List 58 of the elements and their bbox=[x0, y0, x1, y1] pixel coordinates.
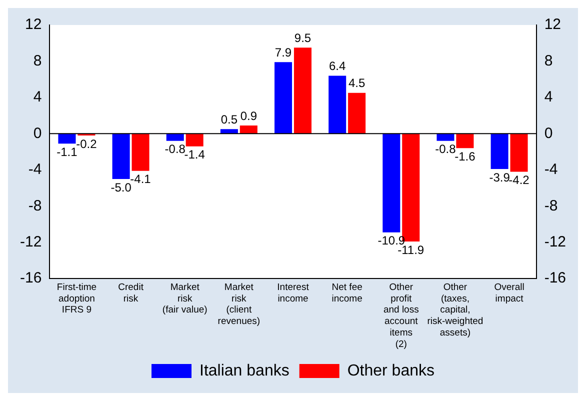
y-tick-label: -16 bbox=[20, 270, 42, 287]
data-label: -0.8 bbox=[435, 142, 456, 156]
bar bbox=[382, 134, 400, 232]
y-tick-label: 8 bbox=[33, 52, 42, 70]
bar bbox=[274, 62, 292, 134]
data-label: -0.2 bbox=[76, 136, 98, 151]
data-label: 4.5 bbox=[348, 76, 366, 90]
bar bbox=[132, 134, 150, 171]
x-tick-label: Interest income bbox=[277, 282, 310, 304]
x-tick-label: Market risk (client revenues) bbox=[218, 282, 260, 328]
y-tick-label: 4 bbox=[33, 88, 42, 106]
bar bbox=[58, 134, 76, 144]
y-tick-label: -8 bbox=[28, 197, 42, 214]
y-tick-label: -12 bbox=[20, 234, 42, 251]
bar bbox=[240, 126, 258, 134]
x-tick-label: Market risk (fair value) bbox=[162, 282, 208, 316]
bar bbox=[348, 92, 366, 134]
data-label: 7.9 bbox=[274, 45, 292, 60]
y2-tick-label: 0 bbox=[544, 124, 553, 142]
data-label: -0.8 bbox=[164, 142, 186, 156]
x-tick-label: Net fee income bbox=[332, 282, 362, 304]
bar bbox=[456, 134, 474, 148]
data-label: -4.2 bbox=[508, 173, 530, 188]
x-tick-label: Credit risk bbox=[118, 282, 144, 304]
data-label: -4.1 bbox=[130, 172, 152, 186]
legend-label: Other banks bbox=[347, 362, 434, 380]
x-tick-label: Overall impact bbox=[494, 282, 524, 304]
data-label: -1.4 bbox=[184, 148, 206, 162]
y2-tick-label: 8 bbox=[544, 52, 553, 70]
data-label: 6.4 bbox=[328, 59, 346, 74]
legend-label: Italian banks bbox=[200, 362, 290, 380]
data-label: 0.5 bbox=[220, 112, 238, 126]
y2-tick-label: -4 bbox=[544, 161, 558, 178]
y2-tick-label: 4 bbox=[544, 88, 553, 106]
x-tick-label: Other profit and loss account items (2) bbox=[383, 282, 420, 350]
bar bbox=[166, 134, 184, 141]
data-label: -5.0 bbox=[110, 180, 132, 194]
data-label: -3.9 bbox=[489, 170, 510, 184]
data-label: -1.1 bbox=[56, 144, 78, 159]
data-label: 0.9 bbox=[240, 108, 258, 123]
x-tick-label: Other (taxes, capital, risk-weighted assets) bbox=[427, 282, 484, 339]
bar bbox=[112, 134, 130, 179]
bar bbox=[186, 134, 204, 146]
y2-tick-label: 12 bbox=[544, 16, 562, 34]
y-tick-label: 0 bbox=[33, 124, 42, 142]
x-tick-label: First-time adoption IFRS 9 bbox=[56, 282, 97, 316]
bar bbox=[490, 134, 508, 170]
bar bbox=[294, 48, 312, 134]
y2-tick-label: -16 bbox=[544, 270, 566, 287]
y-tick-label: -4 bbox=[28, 161, 42, 178]
y-tick-label: 12 bbox=[24, 16, 42, 34]
y2-tick-label: -8 bbox=[544, 197, 558, 214]
bar bbox=[328, 76, 346, 134]
data-label: 9.5 bbox=[294, 30, 312, 45]
bar bbox=[436, 134, 454, 141]
data-label: -1.6 bbox=[454, 149, 476, 164]
y2-tick-label: -12 bbox=[544, 234, 566, 251]
bar bbox=[510, 134, 528, 172]
